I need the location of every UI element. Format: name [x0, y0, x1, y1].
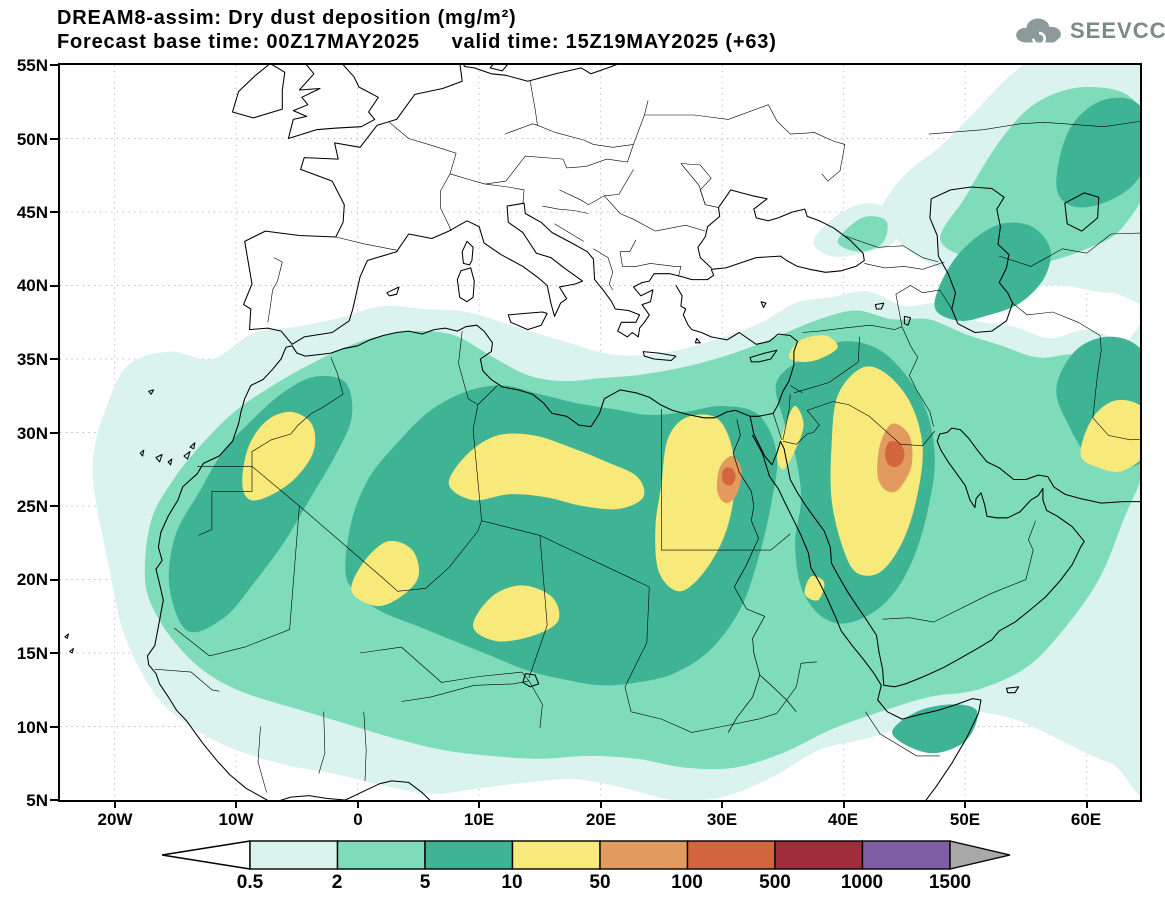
axis-tick-mark [600, 801, 602, 808]
lat-tick-label: 40N [16, 276, 48, 295]
chart-subtitle: Forecast base time: 00Z17MAY2025 valid t… [57, 31, 777, 53]
lon-tick-label: 40E [827, 810, 859, 829]
colorbar-label: 5 [419, 872, 431, 893]
map-frame [58, 63, 1142, 802]
colorbar-label: 50 [589, 872, 611, 893]
lat-tick-label: 20N [16, 570, 48, 589]
axis-tick-mark [50, 579, 58, 581]
axis-tick-mark [1086, 801, 1088, 808]
axis-tick-mark [114, 801, 116, 808]
colorbar-label: 1500 [928, 872, 972, 893]
colorbar-label: 1000 [840, 872, 884, 893]
lat-tick-label: 50N [16, 130, 48, 149]
colorbar-label: 500 [759, 872, 791, 893]
lon-tick-label: 20E [585, 810, 617, 829]
axis-tick-mark [843, 801, 845, 808]
axis-tick-mark [964, 801, 966, 808]
lon-tick-label: 30E [706, 810, 738, 829]
chart-title: DREAM8-assim: Dry dust deposition (mg/m²… [57, 7, 517, 29]
lat-tick-label: 45N [16, 203, 48, 222]
lat-tick-label: 35N [16, 350, 48, 369]
lon-tick-label: 10W [218, 810, 254, 829]
lon-tick-label: 50E [949, 810, 981, 829]
axis-tick-mark [50, 64, 58, 66]
axis-tick-mark [50, 138, 58, 140]
lat-tick-label: 25N [16, 497, 48, 516]
map-canvas [60, 65, 1140, 800]
colorbar-label: 100 [671, 872, 703, 893]
axis-tick-mark [478, 801, 480, 808]
lat-tick-label: 10N [16, 718, 48, 737]
axis-tick-mark [50, 726, 58, 728]
colorbar-label: 2 [331, 872, 343, 893]
lat-tick-label: 55N [16, 56, 48, 75]
lon-tick-label: 10E [463, 810, 495, 829]
axis-tick-mark [50, 211, 58, 213]
axis-tick-mark [50, 285, 58, 287]
lat-tick-label: 15N [16, 644, 48, 663]
axis-tick-mark [721, 801, 723, 808]
colorbar-label: 0.5 [236, 872, 264, 893]
axis-tick-mark [50, 652, 58, 654]
axis-tick-mark [357, 801, 359, 808]
axis-tick-mark [50, 505, 58, 507]
axis-tick-mark [50, 432, 58, 434]
lat-tick-label: 5N [26, 791, 48, 810]
lon-tick-label: 60E [1070, 810, 1102, 829]
lat-tick-label: 30N [16, 424, 48, 443]
axis-tick-mark [50, 358, 58, 360]
colorbar-label: 10 [501, 872, 523, 893]
logo-text: SEEVCCC [1070, 18, 1165, 43]
axis-tick-mark [50, 799, 58, 801]
cloud-icon [1016, 18, 1061, 46]
lon-tick-label: 20W [97, 810, 133, 829]
axis-tick-mark [235, 801, 237, 808]
seevccc-logo: SEEVCCC [1012, 14, 1165, 48]
lon-tick-label: 0 [353, 810, 363, 829]
colorbar-canvas [161, 840, 1011, 870]
